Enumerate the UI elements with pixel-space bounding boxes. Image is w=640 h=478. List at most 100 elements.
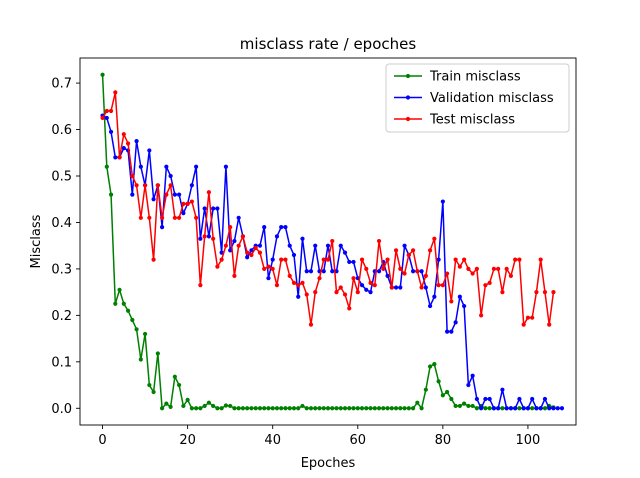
data-point	[304, 406, 309, 411]
data-point	[100, 115, 105, 121]
data-point	[189, 406, 194, 411]
data-point	[496, 406, 501, 411]
data-point	[130, 173, 135, 179]
series-2	[100, 90, 556, 327]
data-point	[270, 257, 275, 262]
data-point	[449, 396, 454, 402]
data-point	[432, 294, 437, 299]
data-point	[194, 215, 199, 220]
data-point	[266, 276, 271, 281]
data-point	[168, 183, 173, 188]
data-point	[389, 285, 394, 290]
data-point	[202, 403, 207, 409]
data-point	[100, 72, 105, 77]
data-point	[236, 215, 241, 220]
data-point	[364, 266, 369, 272]
data-point	[330, 269, 335, 274]
data-point	[342, 292, 348, 297]
data-point	[483, 406, 488, 411]
data-point	[347, 406, 352, 411]
legend-marker	[405, 73, 411, 79]
data-point	[538, 406, 543, 411]
data-point	[453, 403, 458, 409]
data-point	[449, 329, 454, 334]
data-point	[525, 406, 531, 411]
data-point	[466, 266, 471, 272]
data-point	[151, 389, 156, 395]
data-point	[211, 236, 216, 241]
data-point	[104, 164, 109, 169]
data-point	[160, 225, 165, 230]
data-point	[398, 406, 403, 411]
data-point	[185, 201, 190, 206]
data-point	[296, 406, 301, 411]
data-point	[313, 243, 318, 248]
y-tick-label: 0.1	[51, 355, 72, 370]
data-point	[138, 357, 143, 362]
data-point	[287, 406, 292, 411]
data-point	[534, 290, 539, 295]
data-point	[291, 252, 297, 258]
data-point	[470, 373, 475, 378]
data-point	[181, 201, 186, 206]
data-point	[372, 406, 377, 411]
legend-label: Test misclass	[429, 113, 515, 128]
series-line	[102, 114, 562, 410]
data-point	[359, 257, 365, 262]
data-point	[253, 245, 258, 251]
data-point	[117, 155, 122, 160]
data-point	[160, 406, 165, 411]
data-point	[177, 382, 182, 388]
data-point	[483, 283, 488, 288]
legend-item: Train misclass	[394, 70, 521, 85]
data-point	[325, 257, 331, 262]
y-axis-label: Misclass	[29, 214, 44, 268]
data-point	[440, 393, 445, 398]
data-point	[436, 257, 441, 262]
data-point	[164, 192, 169, 197]
legend: Train misclass Validation misclass Test mi…	[385, 63, 570, 133]
data-point	[313, 290, 318, 295]
data-point	[423, 273, 428, 278]
data-point	[542, 406, 548, 411]
data-point	[240, 234, 246, 239]
data-point	[393, 248, 399, 253]
data-point	[142, 183, 148, 188]
data-point	[474, 406, 479, 411]
data-point	[470, 271, 475, 276]
data-point	[245, 250, 250, 255]
data-point	[270, 406, 275, 411]
data-point	[504, 406, 509, 411]
data-point	[415, 269, 420, 274]
data-point	[308, 269, 314, 274]
data-point	[172, 374, 177, 379]
data-point	[274, 406, 280, 411]
data-point	[236, 243, 241, 248]
data-point	[415, 400, 420, 405]
data-point	[530, 315, 535, 320]
data-point	[168, 404, 173, 409]
data-point	[291, 406, 297, 411]
data-point	[547, 322, 552, 327]
data-point	[474, 396, 479, 402]
data-point	[402, 243, 407, 248]
y-tick-label: 0.4	[51, 216, 72, 231]
x-axis-label: Epoches	[301, 456, 356, 471]
data-point	[262, 225, 267, 230]
data-point	[406, 406, 411, 411]
data-point	[351, 276, 356, 281]
data-point	[283, 406, 288, 411]
data-point	[530, 396, 535, 402]
data-point	[555, 406, 560, 411]
y-tick-label: 0.0	[51, 402, 72, 417]
data-point	[274, 283, 280, 288]
data-point	[542, 396, 548, 402]
data-point	[147, 148, 152, 153]
data-point	[547, 406, 552, 411]
data-point	[125, 308, 131, 313]
data-point	[525, 315, 531, 320]
legend-label: Train misclass	[429, 70, 521, 85]
data-point	[270, 266, 275, 272]
data-point	[513, 406, 518, 411]
